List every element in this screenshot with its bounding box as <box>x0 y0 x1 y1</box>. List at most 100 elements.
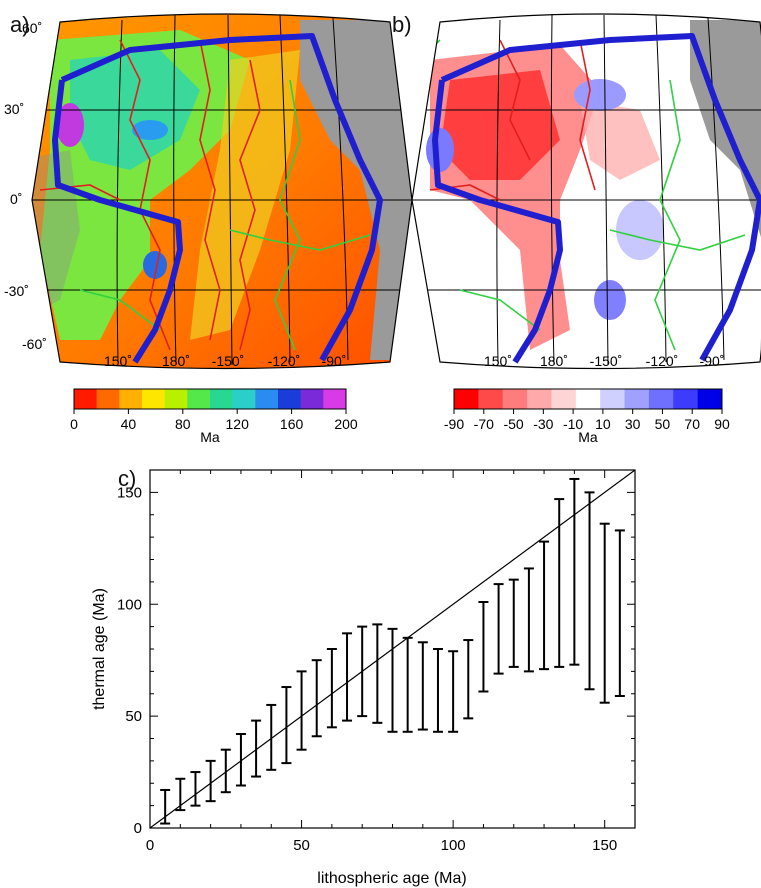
chart-tick-labels: 0 50 100 150 0 50 100 150 <box>117 484 617 854</box>
error-bar-series <box>160 477 625 825</box>
colorbar-tick-label: 30 <box>625 416 641 432</box>
colorbar-tick-label: 50 <box>655 416 671 432</box>
y-tick-label: 50 <box>125 708 142 725</box>
colorbar-b-unit: Ma <box>578 429 598 445</box>
colorbar-swatch <box>187 389 211 409</box>
y-tick-label: 100 <box>117 596 142 613</box>
colorbar-swatch <box>575 389 601 409</box>
x-tick-label: 150 <box>592 837 617 854</box>
colorbar-a: 0 40 80 120 160 200 <box>70 388 358 432</box>
error-bar <box>205 759 216 803</box>
colorbar-tick-label: 160 <box>280 416 304 432</box>
colorbar-a-unit: Ma <box>200 429 220 445</box>
map-panel-b <box>411 13 761 370</box>
map-b-positive-spot-4 <box>594 280 626 320</box>
lat-label: -30˚ <box>4 283 29 299</box>
x-tick-label: 100 <box>441 837 466 854</box>
error-bar <box>448 650 459 733</box>
map-a-frame <box>31 13 413 370</box>
colorbar-swatch <box>673 389 698 409</box>
colorbar-tick-label: 200 <box>334 416 358 432</box>
lon-label: -150˚ <box>212 353 245 369</box>
x-axis-label: lithospheric age (Ma) <box>317 870 466 887</box>
panel-label-c: c) <box>118 466 137 491</box>
colorbar-tick-label: -70 <box>474 416 494 432</box>
colorbar-tick-label: -90 <box>444 416 464 432</box>
map-a-lat-labels: 60˚ 30˚ 0˚ -30˚ -60˚ <box>4 20 47 352</box>
error-bar <box>266 703 277 771</box>
map-a-plate-boundaries <box>79 79 371 351</box>
error-bar <box>220 748 231 794</box>
error-bar <box>478 601 489 693</box>
colorbar-tick-label: 90 <box>714 416 730 432</box>
lon-label: -120˚ <box>646 353 679 369</box>
panel-label-a: a) <box>10 12 30 37</box>
colorbar-swatch <box>142 389 165 409</box>
map-b-frame <box>411 13 761 370</box>
map-b-positive-spot-2 <box>426 128 454 172</box>
error-bar <box>357 625 368 718</box>
colorbar-tick-label: -10 <box>563 416 583 432</box>
error-bar <box>342 632 353 722</box>
lon-label: -90˚ <box>700 353 725 369</box>
map-a-mid-crust <box>190 50 300 340</box>
colorbar-swatch <box>164 389 188 409</box>
colorbar-b: -90 -70 -50 -30 -10 10 30 50 70 90 <box>444 388 730 432</box>
map-b-strong-negative <box>440 70 560 180</box>
colorbar-tick-label: 80 <box>175 416 191 432</box>
map-a-americas <box>300 20 412 360</box>
colorbar-frame <box>453 388 723 410</box>
colorbar-tick-label: -30 <box>533 416 553 432</box>
error-bar <box>493 583 504 675</box>
lon-label: -120˚ <box>268 353 301 369</box>
colorbar-swatch <box>210 389 233 409</box>
colorbar-swatch <box>96 389 120 409</box>
map-a-oldest-spot <box>56 103 84 147</box>
colorbar-swatch <box>454 389 479 409</box>
error-bar <box>372 623 383 724</box>
colorbar-swatch <box>300 389 324 409</box>
lat-label: 30˚ <box>4 101 24 117</box>
error-bar <box>160 788 171 825</box>
lat-label: -60˚ <box>22 336 47 352</box>
x-tick-label: 0 <box>146 837 154 854</box>
colorbar-swatch <box>74 389 97 409</box>
error-bar <box>402 636 413 733</box>
chart-ticks <box>149 469 636 829</box>
colorbar-swatch <box>502 389 528 409</box>
colorbar-frame <box>73 388 347 410</box>
map-b-lon-labels: 150˚ 180˚ -150˚ -120˚ -90˚ <box>484 353 724 369</box>
panel-label-b: b) <box>392 12 412 37</box>
colorbar-swatch <box>323 389 347 409</box>
error-bar <box>539 540 550 671</box>
error-bar <box>523 567 534 673</box>
error-bar <box>281 686 292 765</box>
map-b-pacific-boundary <box>432 33 761 364</box>
colorbar-swatch <box>527 389 552 409</box>
x-tick-label: 50 <box>293 837 310 854</box>
map-panel-a <box>31 13 413 370</box>
lat-label: 60˚ <box>22 20 42 36</box>
map-a-blue-spot-south <box>143 251 167 279</box>
map-b-positive-spot-3 <box>616 200 664 260</box>
y-tick-label: 150 <box>117 484 142 501</box>
map-b-positive-spot-1 <box>574 79 626 111</box>
error-bar <box>251 719 262 778</box>
error-bar <box>584 491 595 691</box>
error-bar <box>387 627 398 733</box>
error-bar <box>432 648 443 733</box>
map-b-mild-negative <box>580 100 660 180</box>
map-a-graticule <box>32 14 412 366</box>
error-bar <box>175 777 186 812</box>
colorbar-tick-label: 0 <box>70 416 78 432</box>
error-bar <box>463 639 474 720</box>
error-bar <box>569 477 580 666</box>
colorbar-swatch <box>278 389 301 409</box>
colorbar-swatch <box>255 389 279 409</box>
error-bar <box>614 529 625 697</box>
colorbar-swatch <box>119 389 143 409</box>
colorbar-tick-label: 40 <box>121 416 137 432</box>
colorbar-swatch <box>232 389 256 409</box>
error-bar <box>296 670 307 751</box>
